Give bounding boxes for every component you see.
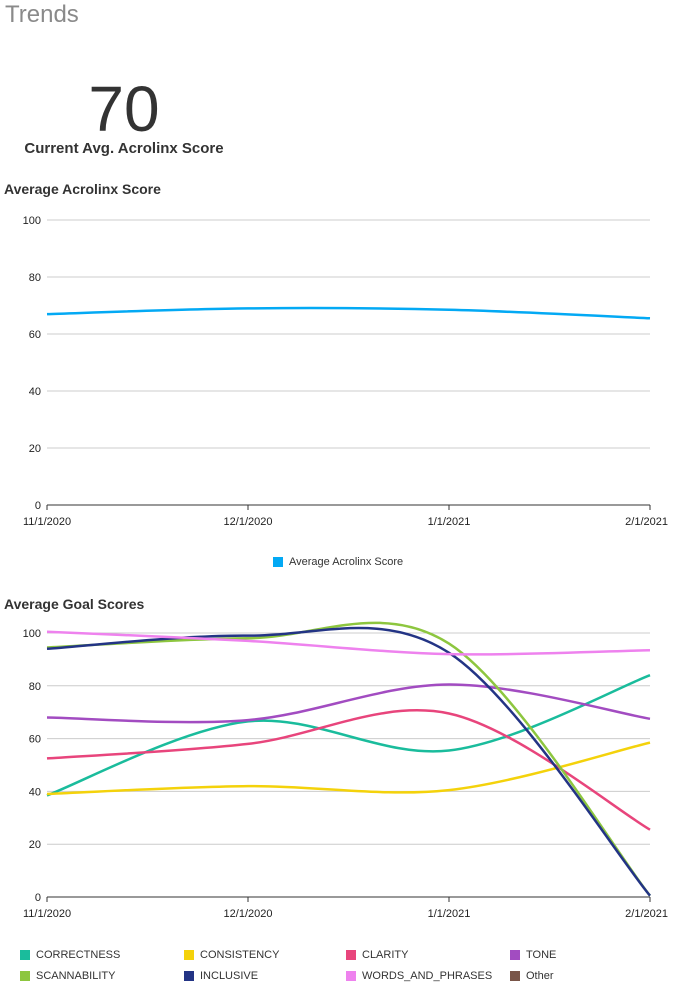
goals-y-tick-label: 40 — [29, 786, 41, 798]
avg-y-tick-label: 0 — [35, 500, 41, 512]
goals-y-tick-label: 20 — [29, 839, 41, 851]
goals-legend-item[interactable]: TONE — [510, 949, 556, 961]
goals-x-tick-label: 2/1/2021 — [625, 908, 668, 920]
goals-series-line-words-and-phrases — [46, 630, 651, 656]
goals-legend-label: TONE — [526, 949, 557, 961]
goals-legend-swatch — [184, 950, 194, 960]
avg-series-line-average acrolinx score — [46, 306, 651, 320]
avg-legend-swatch — [273, 557, 283, 567]
goals-legend-item[interactable]: INCLUSIVE — [184, 970, 258, 982]
goals-x-tick-label: 12/1/2020 — [224, 908, 273, 920]
goals-legend-item[interactable]: SCANNABILITY — [20, 970, 115, 982]
goals-legend-swatch — [346, 950, 356, 960]
goals-legend-label: INCLUSIVE — [200, 970, 259, 982]
goals-legend-swatch — [20, 971, 30, 981]
goals-series-line-correctness — [46, 674, 651, 797]
avg-y-tick-label: 60 — [29, 329, 41, 341]
avg-x-tick-label: 2/1/2021 — [625, 516, 668, 528]
goals-legend-item[interactable]: WORDS_AND_PHRASES — [346, 970, 492, 982]
goals-legend-swatch — [184, 971, 194, 981]
page-title: Trends — [5, 1, 79, 28]
goals-legend-swatch — [346, 971, 356, 981]
avg-y-tick-label: 40 — [29, 386, 41, 398]
goals-y-tick-label: 80 — [29, 681, 41, 693]
avg-y-tick-label: 80 — [29, 272, 41, 284]
goals-legend-item[interactable]: CORRECTNESS — [20, 949, 120, 961]
goals-x-tick-label: 1/1/2021 — [428, 908, 471, 920]
goals-legend-item[interactable]: Other — [510, 970, 554, 982]
goals-legend-label: SCANNABILITY — [36, 970, 116, 982]
goals-series-line-scannability — [46, 621, 651, 897]
kpi-value: 70 — [88, 73, 160, 145]
goals-x-tick-label: 11/1/2020 — [23, 908, 71, 920]
avg-x-tick-label: 11/1/2020 — [23, 516, 71, 528]
goals-y-tick-label: 100 — [23, 628, 41, 640]
avg-score-chart: 0 20 40 60 80 100 11/1/2020 12/1/2020 1/1/2021 2/… — [23, 215, 668, 528]
goals-series-line-clarity — [46, 709, 651, 831]
goals-series-line-tone — [46, 683, 651, 724]
goals-series-line-inclusive — [46, 626, 651, 897]
avg-y-tick-label: 100 — [23, 215, 41, 227]
goals-legend-label: WORDS_AND_PHRASES — [362, 970, 493, 982]
goals-y-tick-label: 60 — [29, 734, 41, 746]
goals-legend-swatch — [510, 971, 520, 981]
goals-legend-swatch — [20, 950, 30, 960]
avg-legend-item[interactable]: Average Acrolinx Score — [273, 556, 403, 568]
goals-legend-label: CONSISTENCY — [200, 949, 280, 961]
avg-y-tick-label: 20 — [29, 443, 41, 455]
avg-x-tick-label: 1/1/2021 — [428, 516, 471, 528]
goals-legend-label: CLARITY — [362, 949, 409, 961]
avg-legend-label: Average Acrolinx Score — [289, 556, 404, 568]
avg-x-tick-label: 12/1/2020 — [224, 516, 273, 528]
goal-scores-chart-title: Average Goal Scores — [4, 596, 145, 612]
goals-legend-item[interactable]: CLARITY — [346, 949, 408, 961]
kpi-label: Current Avg. Acrolinx Score — [24, 140, 224, 157]
goals-legend-label: CORRECTNESS — [36, 949, 121, 961]
goals-legend-swatch — [510, 950, 520, 960]
goals-y-tick-label: 0 — [35, 892, 41, 904]
goals-legend-item[interactable]: CONSISTENCY — [184, 949, 279, 961]
goals-series-line-consistency — [46, 741, 651, 796]
avg-score-chart-title: Average Acrolinx Score — [4, 181, 161, 197]
goals-legend-label: Other — [526, 970, 554, 982]
